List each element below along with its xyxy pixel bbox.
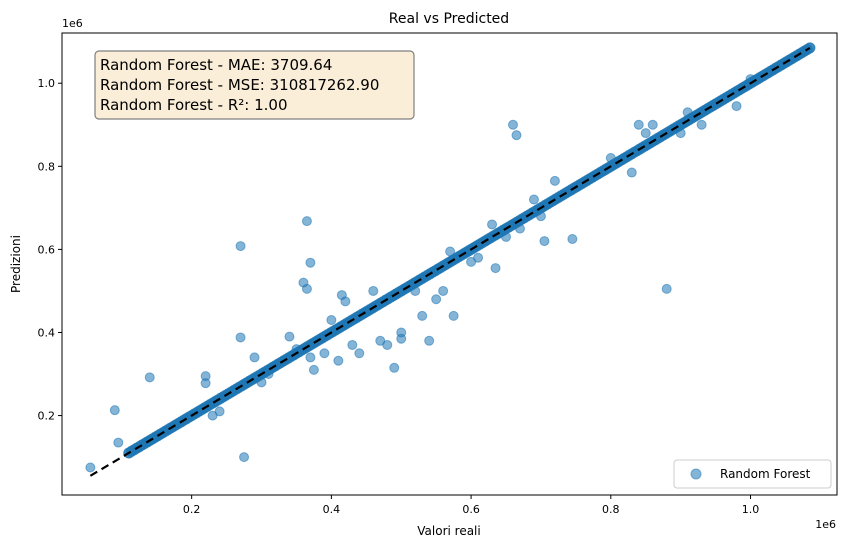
reference-line — [89, 46, 811, 477]
data-point — [340, 296, 351, 307]
data-point — [354, 348, 365, 359]
chart-title: Real vs Predicted — [389, 11, 509, 27]
x-tick-label: 0.6 — [462, 503, 480, 516]
x-tick-label: 0.2 — [183, 503, 201, 516]
data-point — [284, 331, 295, 342]
data-point — [661, 283, 672, 294]
data-point — [144, 372, 155, 383]
data-point — [539, 236, 550, 247]
data-point — [431, 294, 442, 305]
x-tick-label: 1.0 — [742, 503, 760, 516]
data-point — [308, 364, 319, 375]
data-point — [305, 257, 316, 268]
data-point — [490, 263, 501, 274]
data-point — [200, 378, 211, 389]
data-point — [347, 339, 358, 350]
data-point — [487, 219, 498, 230]
legend-label: Random Forest — [720, 467, 811, 481]
data-point — [113, 437, 124, 448]
data-point — [326, 315, 337, 326]
data-point — [448, 310, 459, 321]
data-point — [549, 175, 560, 186]
data-point — [511, 130, 522, 141]
data-point — [567, 234, 578, 245]
data-point — [424, 335, 435, 346]
data-point — [417, 310, 428, 321]
data-point — [333, 355, 344, 366]
x-axis-label: Valori reali — [417, 524, 480, 538]
data-point — [305, 352, 316, 363]
metric-r2: Random Forest - R²: 1.00 — [100, 96, 288, 114]
data-point — [438, 285, 449, 296]
data-point — [473, 252, 484, 263]
legend: Random Forest — [673, 459, 832, 489]
data-point — [235, 241, 246, 252]
metric-mse: Random Forest - MSE: 310817262.90 — [100, 76, 379, 94]
data-point — [301, 283, 312, 294]
data-point — [731, 101, 742, 112]
metric-mae: Random Forest - MAE: 3709.64 — [100, 56, 332, 74]
y-offset-label: 1e6 — [62, 17, 83, 30]
data-point — [508, 119, 519, 130]
data-point — [319, 348, 330, 359]
data-point — [696, 119, 707, 130]
data-point — [626, 167, 637, 178]
plot-frame — [61, 32, 838, 496]
data-point — [109, 405, 120, 416]
y-tick-label: 0.2 — [38, 410, 56, 423]
y-tick-label: 0.4 — [38, 326, 56, 339]
data-point — [239, 452, 250, 463]
x-offset-label: 1e6 — [815, 518, 836, 531]
metrics-box: Random Forest - MAE: 3709.64 Random Fore… — [94, 50, 415, 120]
y-axis-ticks: 0.2 0.4 0.6 0.8 1.0 — [38, 77, 62, 423]
x-axis-ticks: 0.2 0.4 0.6 0.8 1.0 — [183, 495, 759, 516]
x-tick-label: 0.4 — [323, 503, 341, 516]
legend-marker — [690, 468, 702, 480]
data-point — [85, 462, 96, 473]
data-point — [301, 216, 312, 227]
data-point — [640, 128, 651, 139]
x-tick-label: 0.8 — [602, 503, 620, 516]
data-point — [235, 332, 246, 343]
data-point — [382, 339, 393, 350]
data-point — [249, 352, 260, 363]
y-tick-label: 0.8 — [38, 160, 56, 173]
y-tick-label: 0.6 — [38, 243, 56, 256]
data-point — [647, 119, 658, 130]
data-point — [368, 285, 379, 296]
y-tick-label: 1.0 — [38, 77, 56, 90]
data-point — [528, 194, 539, 205]
y-axis-label: Predizioni — [9, 235, 23, 293]
data-point — [389, 362, 400, 373]
data-point — [396, 333, 407, 344]
data-point — [214, 406, 225, 417]
points-layer — [85, 74, 756, 473]
data-point — [633, 119, 644, 130]
